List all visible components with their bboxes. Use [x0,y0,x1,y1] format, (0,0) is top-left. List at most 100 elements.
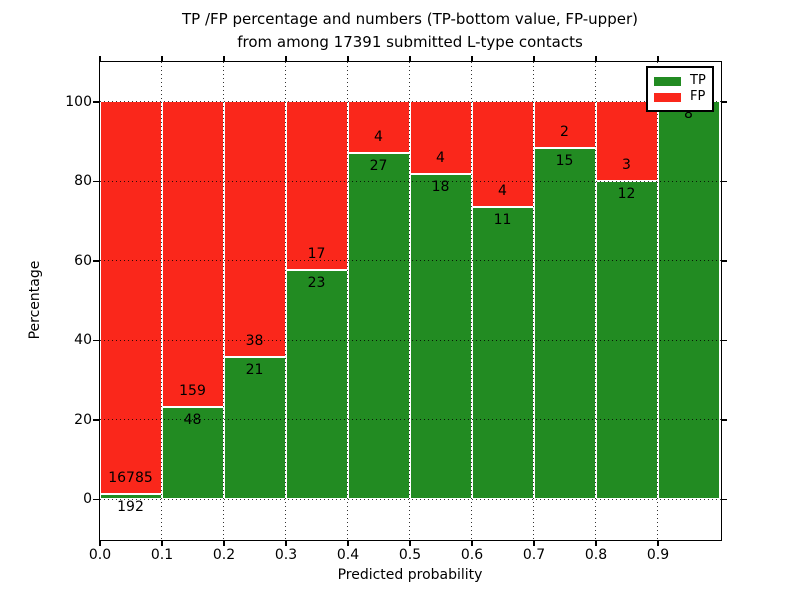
vertical-gridline [409,61,410,540]
tp-count-label: 8 [684,106,693,123]
x-tick-mark [223,55,225,61]
y-tick-mark [721,180,727,182]
fp-bar-segment [409,101,472,174]
y-tick-mark [721,101,727,103]
y-tick-mark [721,260,727,262]
y-tick-mark [93,180,99,182]
x-tick-label: 0.5 [398,547,422,563]
chart-title-line1: TP /FP percentage and numbers (TP-bottom… [182,10,638,28]
tp-count-label: 18 [431,178,450,195]
y-tick-label: 80 [74,173,92,190]
horizontal-gridline [99,339,721,341]
x-tick-label: 0.7 [522,547,546,563]
x-tick-mark [285,55,287,61]
vertical-gridline [595,61,596,540]
tp-count-label: 21 [245,362,264,379]
vertical-gridline [285,61,286,540]
fp-count-label: 159 [179,382,206,399]
y-tick-label: 0 [83,491,92,508]
x-tick-mark [161,540,163,546]
tp-bar-segment [223,357,286,499]
x-tick-label: 0.4 [336,547,360,563]
tp-bar-segment [657,101,720,499]
vertical-gridline [471,61,472,540]
fp-bar-segment [595,101,658,181]
tp-count-label: 48 [183,411,202,428]
y-axis-label: Percentage [27,260,43,340]
fp-count-label: 38 [245,333,264,350]
tp-count-label: 11 [493,212,512,229]
fp-legend-swatch-icon [654,92,681,102]
legend-entry-tp: TP [654,74,706,88]
y-tick-label: 60 [74,252,92,269]
fp-bar-segment [223,101,286,358]
x-tick-mark [595,540,597,546]
x-tick-mark [409,540,411,546]
y-tick-mark [93,498,99,500]
fp-bar-segment [99,101,162,495]
vertical-gridline [533,61,534,540]
x-tick-mark [161,55,163,61]
fp-count-label: 17 [307,246,326,263]
x-tick-label: 0.0 [88,547,112,563]
x-tick-mark [223,540,225,546]
fp-count-label: 16785 [108,470,153,487]
x-tick-mark [471,540,473,546]
fp-count-label: 4 [436,149,445,166]
x-tick-mark [657,55,659,61]
fp-count-label: 3 [622,156,631,173]
y-tick-mark [93,101,99,103]
x-tick-mark [533,540,535,546]
x-axis-label: Predicted probability [337,567,483,583]
x-tick-label: 0.2 [212,547,236,563]
x-tick-mark [347,55,349,61]
x-tick-label: 0.9 [646,547,670,563]
tp-count-label: 27 [369,157,388,174]
tp-bar-segment [347,152,410,499]
x-tick-mark [99,540,101,546]
x-tick-mark [99,55,101,61]
x-tick-label: 0.6 [460,547,484,563]
x-tick-mark [409,55,411,61]
fp-bar-segment [471,101,534,208]
plot-area: 16785192159483821172342741841121531208 [98,60,722,541]
x-tick-mark [471,55,473,61]
y-tick-mark [93,419,99,421]
y-tick-mark [721,419,727,421]
x-tick-mark [533,55,535,61]
x-tick-mark [595,55,597,61]
x-tick-mark [657,540,659,546]
tp-bar-segment [409,173,472,499]
tp-count-label: 192 [117,499,144,516]
x-tick-mark [285,540,287,546]
fp-count-label: 4 [498,183,507,200]
fp-bar-segment [533,101,596,148]
vertical-gridline [161,61,162,540]
y-tick-label: 40 [74,332,92,349]
tp-legend-label: TP [690,73,706,88]
tp-count-label: 12 [617,185,636,202]
horizontal-gridline [99,180,721,182]
tp-bar-segment [471,207,534,499]
tp-legend-swatch-icon [654,76,681,86]
y-tick-mark [93,339,99,341]
tp-count-label: 23 [307,275,326,292]
fp-count-label: 4 [374,128,383,145]
tp-bar-segment [533,148,596,499]
chart-title: TP /FP percentage and numbers (TP-bottom… [100,8,720,54]
y-tick-mark [721,339,727,341]
chart-title-line2: from among 17391 submitted L-type contac… [237,33,583,51]
vertical-gridline [347,61,348,540]
vertical-gridline [657,61,658,540]
legend: TP FP [646,66,714,112]
x-tick-label: 0.1 [150,547,174,563]
fp-count-label: 2 [560,124,569,140]
horizontal-gridline [99,101,721,103]
y-tick-mark [721,498,727,500]
y-tick-mark [93,260,99,262]
tp-count-label: 15 [555,153,574,169]
fp-legend-label: FP [690,89,706,104]
horizontal-gridline [99,419,721,421]
horizontal-gridline [99,260,721,262]
horizontal-gridline [99,498,721,500]
